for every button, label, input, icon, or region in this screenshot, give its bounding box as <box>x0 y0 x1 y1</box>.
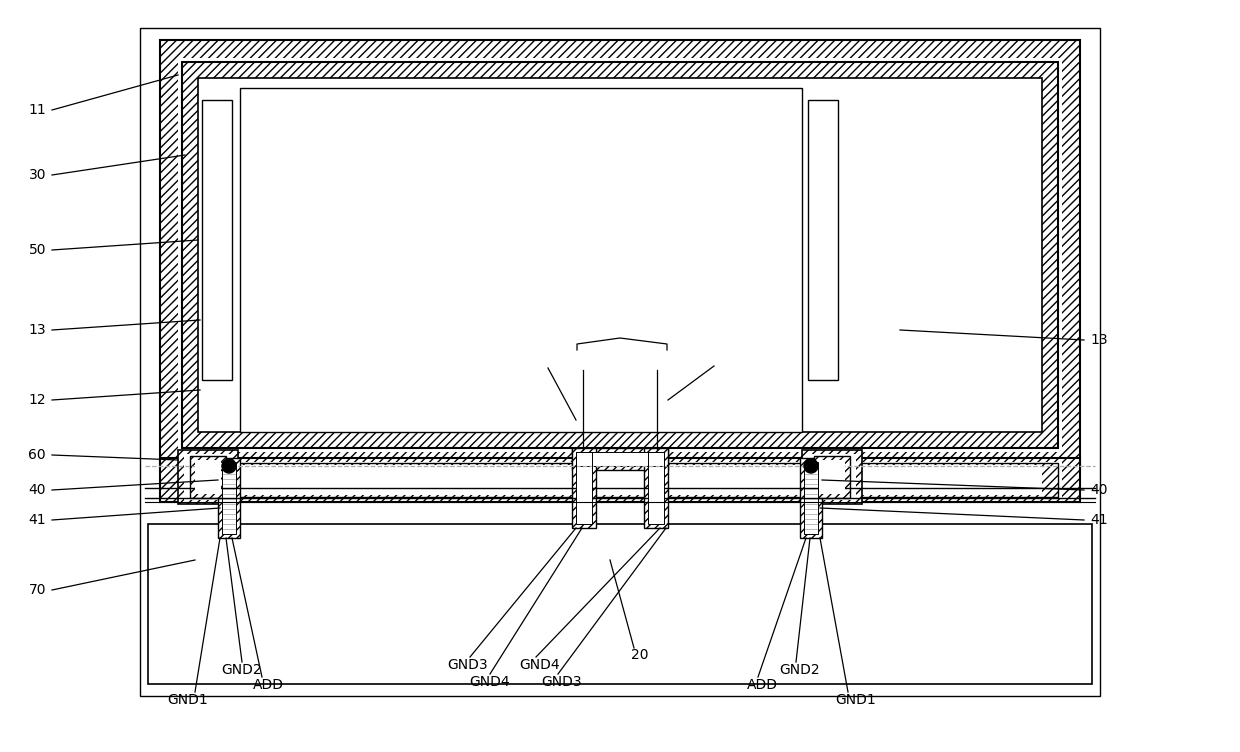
Text: 60: 60 <box>29 448 46 462</box>
Text: GND3: GND3 <box>448 658 489 672</box>
Text: 33: 33 <box>605 321 622 335</box>
Bar <box>218 458 241 538</box>
Bar <box>182 62 1058 448</box>
Bar <box>202 100 232 380</box>
Bar <box>179 462 1061 498</box>
Bar <box>241 88 802 432</box>
Bar <box>818 460 844 494</box>
Bar <box>644 448 668 528</box>
Bar <box>804 462 818 534</box>
Bar <box>577 452 591 524</box>
Circle shape <box>222 459 236 473</box>
Text: GND4: GND4 <box>520 658 560 672</box>
Bar <box>813 456 849 498</box>
Text: GND2: GND2 <box>222 663 263 677</box>
Text: 32: 32 <box>720 353 738 367</box>
Text: 331: 331 <box>572 353 595 366</box>
Bar <box>649 452 663 524</box>
Text: 30: 30 <box>29 168 46 182</box>
Text: GND2: GND2 <box>780 663 821 677</box>
Bar <box>572 448 668 470</box>
Bar <box>198 78 1042 432</box>
Text: 70: 70 <box>29 583 46 597</box>
Bar <box>184 454 232 500</box>
Bar <box>802 450 862 504</box>
Bar <box>140 28 1100 696</box>
Text: 12: 12 <box>29 393 46 407</box>
Bar <box>572 448 596 528</box>
Circle shape <box>804 459 818 473</box>
Bar <box>577 452 591 524</box>
Bar <box>804 462 818 534</box>
Bar <box>198 465 1042 495</box>
Bar <box>577 452 663 466</box>
Bar <box>195 460 221 494</box>
Bar <box>577 452 663 466</box>
Bar <box>179 58 1061 452</box>
Bar <box>198 78 1042 432</box>
Text: 31: 31 <box>522 353 539 367</box>
Text: 40: 40 <box>29 483 46 497</box>
Text: 50: 50 <box>29 243 46 257</box>
Text: 332: 332 <box>645 353 668 366</box>
Bar <box>179 450 238 504</box>
Bar <box>160 458 1080 502</box>
Bar <box>222 462 236 534</box>
Text: 20: 20 <box>631 648 649 662</box>
Text: 11: 11 <box>29 103 46 117</box>
Bar <box>649 452 663 524</box>
Text: 40: 40 <box>1090 483 1107 497</box>
Text: ADD: ADD <box>746 678 777 692</box>
Text: 41: 41 <box>29 513 46 527</box>
Bar <box>222 462 236 534</box>
Bar <box>160 40 1080 470</box>
Text: GND3: GND3 <box>542 675 583 689</box>
Text: GND1: GND1 <box>167 693 208 707</box>
Text: 13: 13 <box>1090 333 1107 347</box>
Bar <box>808 454 856 500</box>
Text: 13: 13 <box>29 323 46 337</box>
Text: GND1: GND1 <box>836 693 877 707</box>
Bar <box>190 456 226 498</box>
Text: ADD: ADD <box>253 678 284 692</box>
Bar <box>182 463 1058 497</box>
Bar <box>808 100 838 380</box>
Bar <box>148 524 1092 684</box>
Text: 41: 41 <box>1090 513 1107 527</box>
Text: GND4: GND4 <box>470 675 511 689</box>
Bar <box>800 458 822 538</box>
